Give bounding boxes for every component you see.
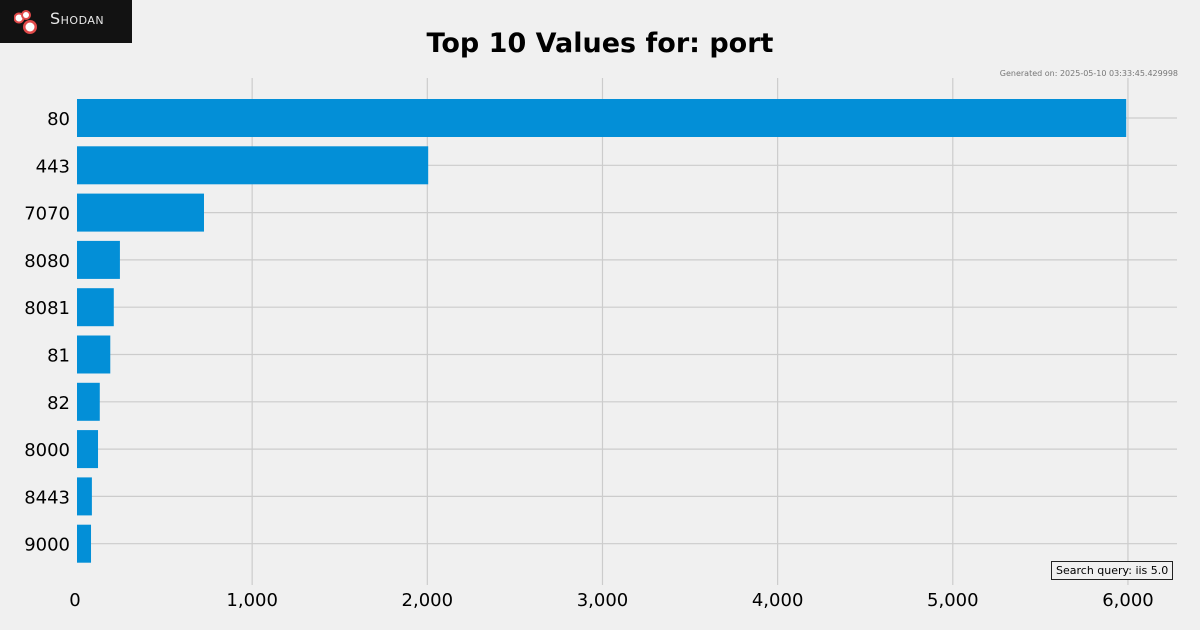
y-tick-label: 82 (47, 393, 70, 414)
y-tick-label: 80 (47, 109, 70, 130)
shodan-logo-icon (14, 10, 37, 34)
bar-8000 (77, 430, 99, 469)
x-tick-label: 2,000 (402, 590, 454, 611)
bar-8443 (77, 477, 92, 516)
chart-bars (77, 99, 1127, 563)
x-axis-labels: 0 1,000 2,000 3,000 4,000 5,000 6,000 (69, 590, 1153, 611)
y-tick-label: 8080 (24, 251, 70, 272)
y-tick-label: 443 (36, 156, 70, 177)
x-tick-label: 5,000 (927, 590, 979, 611)
y-tick-label: 8443 (24, 487, 70, 508)
y-axis-labels: 80 443 7070 8080 8081 81 82 8000 8443 9000 (24, 109, 70, 556)
bar-80 (77, 99, 1127, 137)
generated-timestamp: Generated on: 2025-05-10 03:33:45.429998 (999, 69, 1178, 78)
bar-8080 (77, 240, 120, 279)
x-tick-label: 0 (69, 590, 80, 611)
y-tick-label: 8000 (24, 440, 70, 461)
x-tick-label: 6,000 (1102, 590, 1154, 611)
x-tick-label: 4,000 (752, 590, 804, 611)
bar-82 (77, 382, 100, 421)
bar-7070 (77, 193, 204, 232)
chart-title: Top 10 Values for: port (426, 28, 774, 59)
y-tick-label: 7070 (24, 204, 70, 225)
y-tick-label: 81 (47, 346, 70, 367)
x-tick-label: 3,000 (577, 590, 629, 611)
y-tick-label: 8081 (24, 298, 70, 319)
search-query-label: Search query: iis 5.0 (1051, 561, 1174, 580)
shodan-logo: Shodan (0, 0, 132, 43)
x-tick-label: 1,000 (226, 590, 278, 611)
bar-8081 (77, 288, 114, 327)
y-tick-label: 9000 (24, 535, 70, 556)
bar-9000 (77, 524, 92, 563)
bar-81 (77, 335, 111, 374)
shodan-logo-text: Shodan (50, 9, 105, 28)
bar-443 (77, 146, 429, 185)
